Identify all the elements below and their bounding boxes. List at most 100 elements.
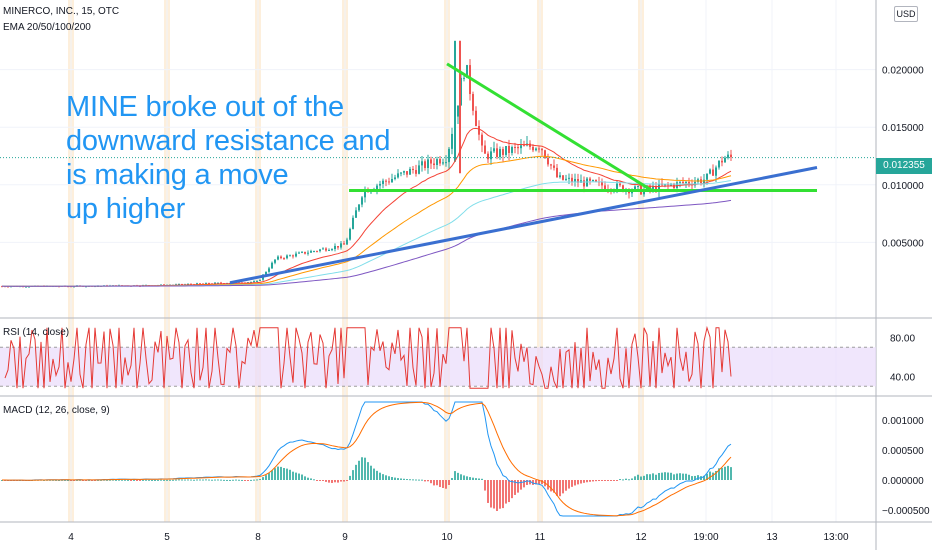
last-price-badge: 0.012355 bbox=[876, 158, 932, 174]
rsi-axis-label: 80.00 bbox=[890, 334, 915, 345]
macd-histogram-bar bbox=[502, 480, 504, 509]
macd-histogram-bar bbox=[250, 479, 252, 481]
symbol-title: MINERCO, INC., 15, OTC bbox=[3, 6, 120, 17]
candle-body bbox=[511, 147, 513, 153]
macd-histogram-bar bbox=[241, 479, 243, 481]
macd-histogram-bar bbox=[310, 478, 312, 480]
macd-histogram-bar bbox=[361, 457, 363, 480]
macd-histogram-bar bbox=[730, 467, 732, 480]
candle-body bbox=[385, 180, 387, 182]
candle-body bbox=[502, 149, 504, 155]
candle-body bbox=[292, 255, 294, 257]
macd-histogram-bar bbox=[634, 476, 636, 480]
candle-body bbox=[541, 148, 543, 151]
macd-histogram-bar bbox=[286, 468, 288, 480]
candle-body bbox=[496, 148, 498, 157]
candle-body bbox=[508, 146, 510, 153]
candle-body bbox=[499, 149, 501, 157]
time-axis-label: 13:00 bbox=[823, 532, 848, 543]
candle-body bbox=[283, 258, 285, 260]
macd-histogram-bar bbox=[172, 479, 174, 481]
macd-histogram-bar bbox=[262, 477, 264, 480]
candle-body bbox=[310, 251, 312, 253]
macd-histogram-bar bbox=[445, 480, 447, 489]
macd-histogram-bar bbox=[76, 479, 78, 481]
macd-histogram-bar bbox=[703, 475, 705, 480]
candle-body bbox=[544, 150, 546, 158]
macd-histogram-bar bbox=[661, 472, 663, 480]
macd-histogram-bar bbox=[640, 476, 642, 480]
candle-body bbox=[307, 252, 309, 254]
macd-histogram-bar bbox=[631, 478, 633, 480]
macd-histogram-bar bbox=[583, 480, 585, 483]
candle-body bbox=[517, 147, 519, 149]
macd-histogram-bar bbox=[364, 457, 366, 480]
macd-histogram-bar bbox=[304, 476, 306, 480]
candle-body bbox=[436, 159, 438, 166]
candle-body bbox=[328, 249, 330, 251]
macd-histogram-bar bbox=[463, 475, 465, 480]
macd-histogram-bar bbox=[601, 480, 603, 481]
macd-histogram-bar bbox=[268, 473, 270, 480]
macd-axis-label: −0.000500 bbox=[882, 506, 930, 517]
candle-body bbox=[553, 165, 555, 168]
candle-body bbox=[25, 286, 27, 288]
candle-body bbox=[295, 253, 297, 257]
price-axis-label: 0.010000 bbox=[882, 181, 924, 192]
candle-body bbox=[649, 185, 651, 189]
macd-histogram-bar bbox=[559, 480, 561, 497]
macd-histogram-bar bbox=[157, 479, 159, 481]
macd-histogram-bar bbox=[55, 479, 57, 481]
candle-body bbox=[616, 183, 618, 191]
macd-axis-label: 0.000500 bbox=[882, 446, 924, 457]
candle-body bbox=[487, 153, 489, 160]
candle-body bbox=[712, 169, 714, 176]
candle-body bbox=[457, 105, 459, 117]
macd-histogram-bar bbox=[379, 472, 381, 480]
macd-histogram-bar bbox=[658, 472, 660, 480]
macd-histogram-bar bbox=[328, 480, 330, 483]
candle-body bbox=[658, 183, 660, 192]
candle-body bbox=[466, 65, 468, 78]
macd-histogram-bar bbox=[184, 479, 186, 481]
candle-body bbox=[403, 171, 405, 173]
macd-histogram-bar bbox=[217, 479, 219, 481]
macd-histogram-bar bbox=[481, 478, 483, 480]
candle-body bbox=[280, 256, 282, 259]
macd-histogram-bar bbox=[529, 480, 531, 485]
macd-histogram-bar bbox=[469, 477, 471, 480]
macd-histogram-bar bbox=[589, 480, 591, 482]
macd-histogram-bar bbox=[451, 478, 453, 480]
currency-badge[interactable]: USD bbox=[894, 6, 918, 22]
macd-histogram-bar bbox=[586, 480, 588, 483]
candle-body bbox=[427, 159, 429, 168]
macd-histogram-bar bbox=[226, 479, 228, 481]
macd-histogram-bar bbox=[373, 468, 375, 480]
candle-body bbox=[481, 134, 483, 146]
candle-body bbox=[634, 186, 636, 191]
macd-histogram-bar bbox=[337, 480, 339, 483]
macd-histogram-bar bbox=[490, 480, 492, 508]
macd-histogram-bar bbox=[109, 479, 111, 481]
macd-histogram-bar bbox=[385, 475, 387, 480]
macd-histogram-bar bbox=[163, 479, 165, 481]
candle-body bbox=[214, 282, 216, 284]
macd-histogram-bar bbox=[553, 480, 555, 493]
macd-histogram-bar bbox=[85, 480, 87, 481]
candle-body bbox=[679, 181, 681, 183]
macd-histogram-bar bbox=[403, 478, 405, 480]
macd-histogram-bar bbox=[475, 478, 477, 480]
macd-histogram-bar bbox=[64, 479, 66, 481]
macd-histogram-bar bbox=[133, 479, 135, 481]
macd-histogram-bar bbox=[343, 480, 345, 482]
macd-histogram-bar bbox=[691, 476, 693, 480]
macd-histogram-bar bbox=[187, 479, 189, 481]
macd-histogram-bar bbox=[571, 480, 573, 487]
macd-histogram-bar bbox=[382, 474, 384, 480]
macd-histogram-bar bbox=[70, 480, 72, 481]
macd-histogram-bar bbox=[442, 480, 444, 488]
candle-body bbox=[562, 175, 564, 180]
candle-body bbox=[418, 165, 420, 174]
macd-histogram-bar bbox=[655, 474, 657, 480]
